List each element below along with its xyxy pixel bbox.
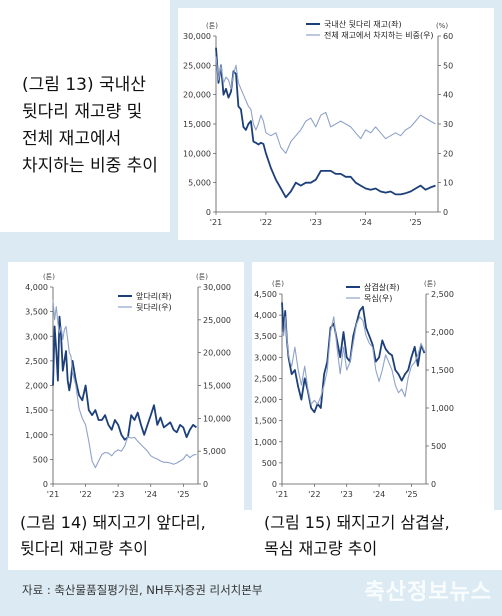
fig13-left-unit: (톤) [206,22,218,30]
fig13-x-tick-label: '23 [310,218,322,227]
figure13-caption: (그림 13) 국내산 뒷다리 재고량 및 전체 재고에서 차지하는 비중 추이 [22,72,158,180]
fig13-left-tick-label: 15,000 [183,120,211,129]
figure15-caption-line1: (그림 15) 돼지고기 삼겹살, [264,513,450,532]
fig14-series-line-1 [52,315,197,441]
fig15-left-tick-label: 0 [272,480,277,489]
fig14-right-tick-label: 15,000 [203,382,231,391]
fig14-legend-label-2: 뒷다리(우) [136,303,172,312]
fig15-x-tick-label: '24 [373,490,385,499]
fig14-left-tick-label: 2,000 [25,382,48,391]
fig13-left-tick-label: 30,000 [183,32,211,41]
fig15-legend-label-2: 목심(우) [364,293,392,303]
fig13-right-unit: (%) [436,22,448,30]
fig15-x-tick-label: '21 [276,490,288,499]
figure15-caption-line2: 목심 재고량 추이 [264,539,378,558]
fig15-right-tick-label: 2,500 [431,290,454,299]
fig14-right-tick-label: 5,000 [203,447,226,456]
fig14-left-tick-label: 4,000 [25,283,48,292]
fig14-right-unit: (톤) [196,273,208,281]
fig15-right-tick-label: 1,000 [431,404,454,413]
fig15-left-tick-label: 1,000 [254,438,277,447]
fig15-x-tick-label: '23 [341,490,353,499]
figure13-chart: (톤) (%) 30,000 25,000 20,000 15,000 10,000 5,00… [183,19,453,227]
figure13-caption-line1: (그림 13) 국내산 [22,75,146,95]
fig13-series-line-1 [215,47,436,199]
fig15-right-tick-label: 1,500 [431,366,454,375]
fig15-right-tick-label: 500 [431,442,446,451]
fig13-right-tick-label: 20 [443,149,453,158]
fig15-series-line-1 [281,302,426,414]
fig14-left-tick-label: 3,500 [25,308,48,317]
figure13-caption-line2: 뒷다리 재고량 및 [22,102,143,122]
fig14-series-line-2 [52,300,197,469]
fig14-right-tick-label: 10,000 [203,414,231,423]
fig14-right-tick-label: 0 [203,480,208,489]
fig13-left-tick-label: 5,000 [188,179,211,188]
figure14-chart-panel: (톤) (톤) 4,000 3,500 3,000 2,500 2,000 1,500 1,00… [8,262,244,512]
fig13-x-tick-label: '22 [260,218,272,227]
fig14-x-tick-label: '23 [112,490,124,499]
fig13-right-tick-label: 40 [443,91,453,100]
fig14-legend-label-1: 앞다리(좌) [136,291,172,301]
fig13-right-tick-label: 50 [443,61,453,70]
fig14-left-tick-label: 0 [43,480,48,489]
fig13-right-tick-label: 30 [443,120,453,129]
fig14-left-tick-label: 1,000 [25,431,48,440]
fig15-series-line-2 [281,316,425,405]
fig13-left-tick-label: 10,000 [183,149,211,158]
fig15-right-tick-label: 2,000 [431,328,454,337]
fig13-right-tick-label: 0 [443,208,448,217]
figure14-caption-line1: (그림 14) 돼지고기 앞다리, [20,513,206,532]
fig14-left-tick-label: 500 [33,455,48,464]
fig14-x-tick-label: '21 [47,490,59,499]
fig15-legend-label-1: 삼겹살(좌) [364,282,400,292]
fig14-x-tick-label: '22 [79,490,91,499]
figure14-caption: (그림 14) 돼지고기 앞다리, 뒷다리 재고량 추이 [8,510,256,570]
fig15-right-unit: (톤) [424,280,436,288]
fig14-right-tick-label: 20,000 [203,349,231,358]
fig14-left-unit: (톤) [43,273,55,281]
fig13-right-tick-label: 60 [443,32,453,41]
figure13-caption-line3: 전체 재고에서 [22,129,122,149]
fig15-left-tick-label: 2,000 [254,396,277,405]
fig13-x-tick-label: '24 [359,218,371,227]
fig13-legend-label-2: 전체 재고에서 차지하는 비중(우) [324,30,434,40]
fig15-left-tick-label: 500 [262,459,277,468]
fig13-right-tick-label: 10 [443,179,453,188]
figure14-chart: (톤) (톤) 4,000 3,500 3,000 2,500 2,000 1,500 1,00… [25,273,231,499]
fig14-right-tick-label: 30,000 [203,283,231,292]
figure15-chart: (톤) (톤) 4,500 4,000 3,500 3,000 2,500 2,000 1,50… [254,280,454,499]
fig15-left-tick-label: 4,000 [254,311,277,320]
fig15-left-tick-label: 3,000 [254,353,277,362]
fig15-x-tick-label: '22 [308,490,320,499]
fig15-left-tick-label: 2,500 [254,374,277,383]
fig13-left-tick-label: 25,000 [183,61,211,70]
figure15-caption: (그림 15) 돼지고기 삼겹살, 목심 재고량 추이 [252,510,502,570]
source-note: 자료 : 축산물품질평가원, NH투자증권 리서치본부 [22,583,263,597]
fig13-series-line-2 [215,56,436,154]
fig14-x-tick-label: '25 [177,490,189,499]
figure15-chart-panel: (톤) (톤) 4,500 4,000 3,500 3,000 2,500 2,000 1,50… [252,262,494,512]
figure13-chart-panel: (톤) (%) 30,000 25,000 20,000 15,000 10,000 5,00… [178,8,494,240]
fig14-x-tick-label: '24 [145,490,157,499]
fig13-x-tick-label: '21 [210,218,222,227]
fig15-right-tick-label: 0 [431,480,436,489]
fig14-right-tick-label: 25,000 [203,316,231,325]
fig13-legend-label-1: 국내산 뒷다리 재고(좌) [324,19,402,29]
fig14-left-tick-label: 2,500 [25,357,48,366]
fig13-left-tick-label: 0 [206,208,211,217]
fig13-x-tick-label: '25 [409,218,421,227]
fig13-left-tick-label: 20,000 [183,91,211,100]
figure13-caption-box: (그림 13) 국내산 뒷다리 재고량 및 전체 재고에서 차지하는 비중 추이 [0,0,170,232]
fig15-left-unit: (톤) [272,280,284,288]
fig15-left-tick-label: 1,500 [254,417,277,426]
fig14-left-tick-label: 3,000 [25,332,48,341]
fig15-left-tick-label: 4,500 [254,290,277,299]
figure14-caption-line2: 뒷다리 재고량 추이 [20,539,148,558]
fig15-x-tick-label: '25 [405,490,417,499]
fig14-left-tick-label: 1,500 [25,406,48,415]
figure13-caption-line4: 차지하는 비중 추이 [22,156,158,176]
fig15-left-tick-label: 3,500 [254,332,277,341]
watermark: 축산정보뉴스 [364,580,492,605]
